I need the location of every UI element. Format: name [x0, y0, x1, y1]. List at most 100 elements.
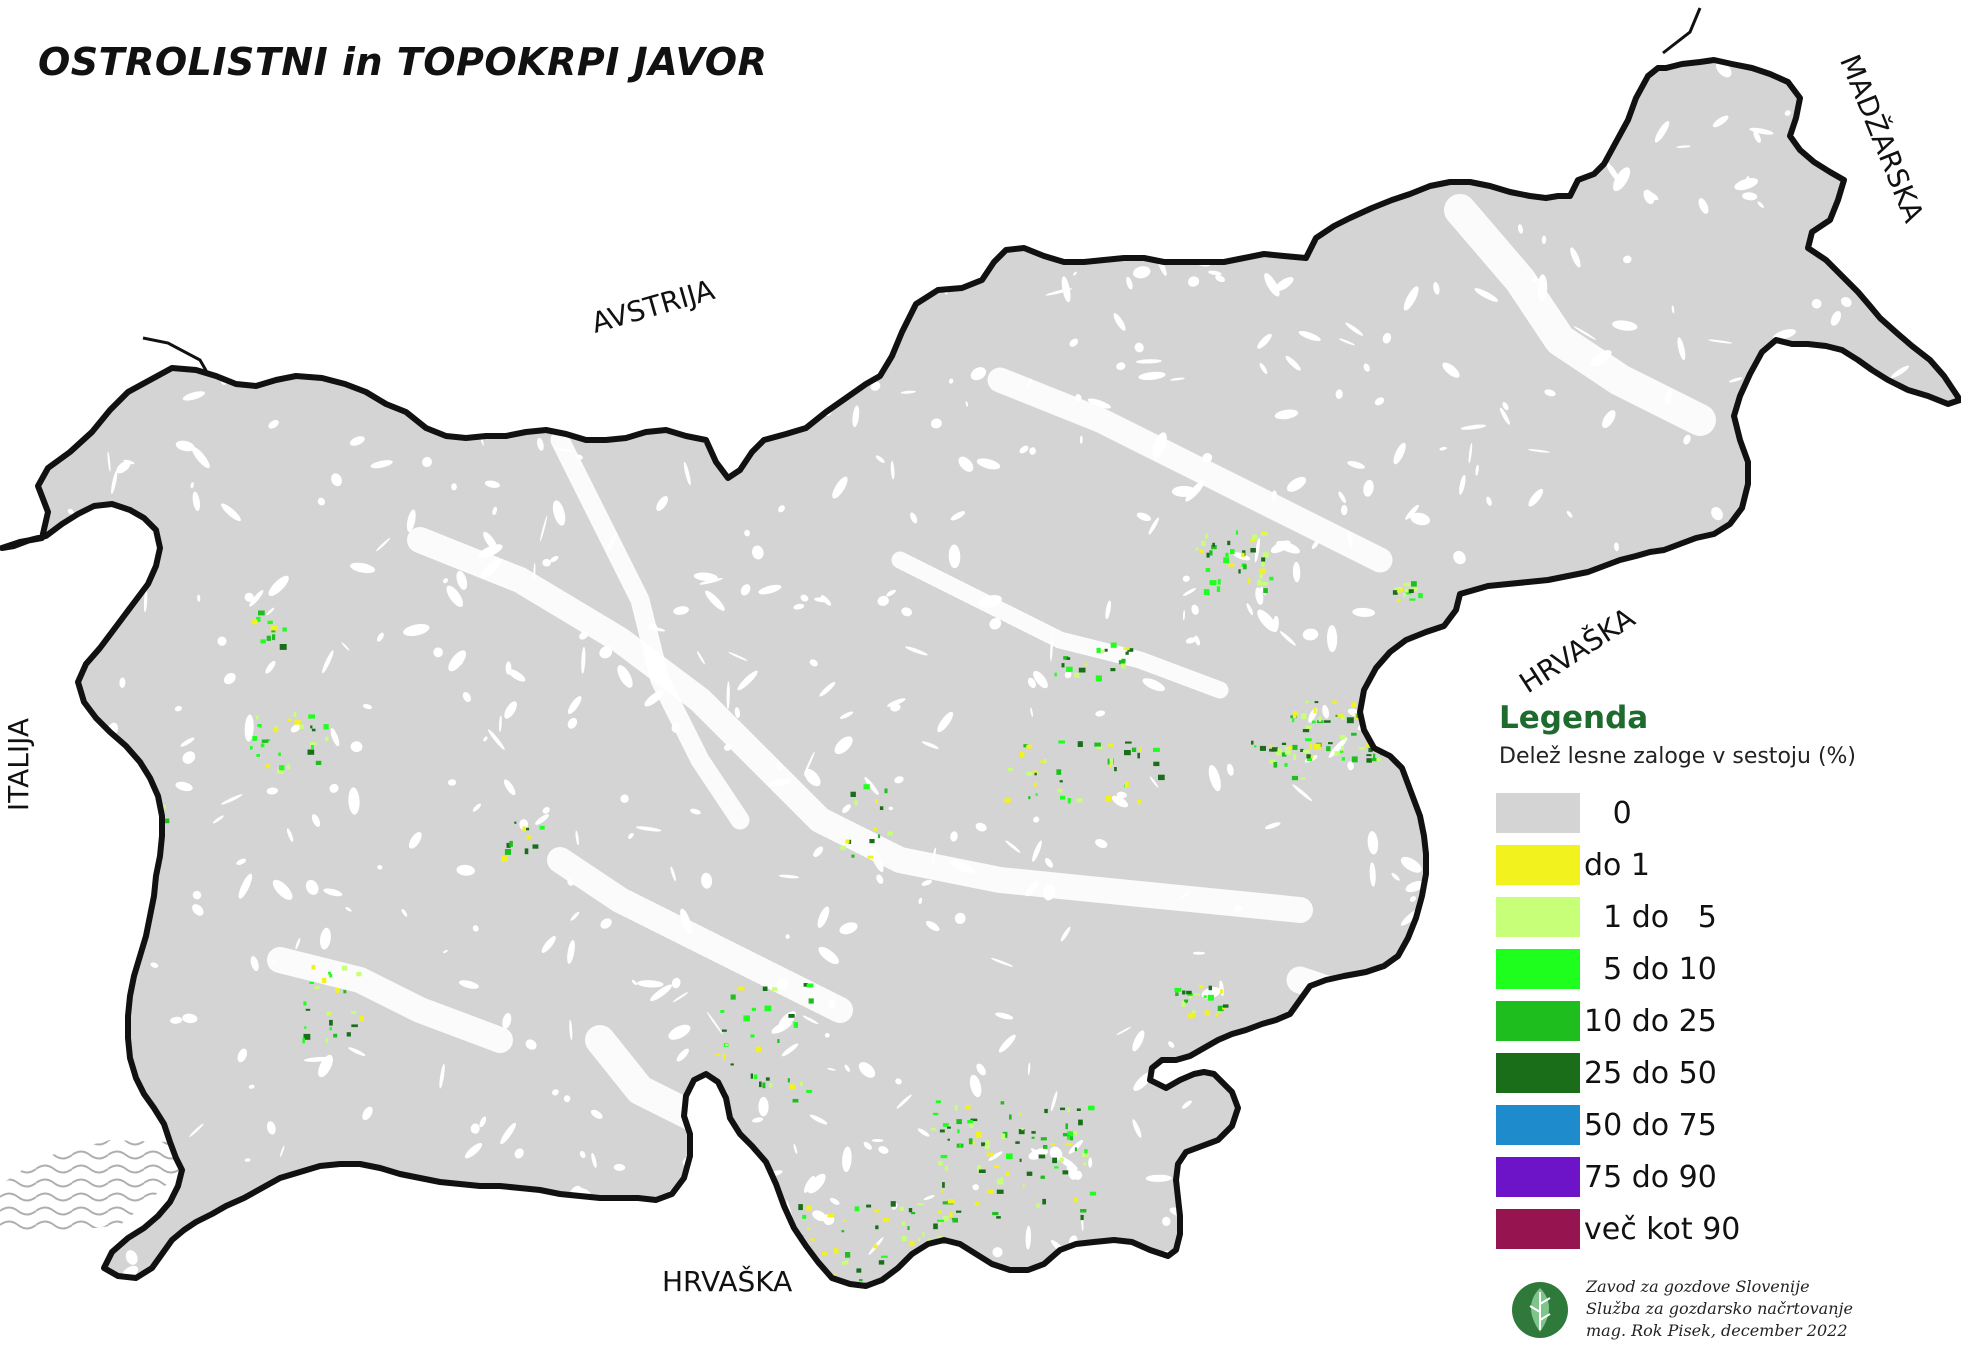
species-share-patch: [1262, 552, 1269, 558]
non-forest-patch: [38, 903, 55, 913]
non-forest-patch: [1363, 479, 1374, 497]
non-forest-patch: [1436, 1100, 1449, 1114]
non-forest-patch: [723, 743, 732, 751]
non-forest-patch: [1797, 486, 1809, 496]
non-forest-patch: [567, 717, 578, 729]
non-forest-patch: [1050, 1091, 1058, 1112]
non-forest-patch: [1834, 232, 1847, 248]
non-forest-patch: [613, 1163, 626, 1171]
non-forest-patch: [457, 659, 463, 665]
non-forest-patch: [627, 338, 632, 344]
species-share-patch: [933, 1112, 939, 1116]
legend-swatch: [1496, 897, 1580, 937]
non-forest-patch: [1570, 247, 1581, 268]
species-share-patch: [1063, 656, 1069, 660]
non-forest-patch: [861, 365, 877, 374]
species-share-patch: [1001, 1133, 1006, 1140]
non-forest-patch: [1531, 276, 1538, 283]
non-forest-patch: [969, 1270, 992, 1286]
species-share-patch: [1080, 1214, 1084, 1221]
non-forest-patch: [192, 491, 200, 511]
species-share-patch: [897, 1295, 902, 1299]
species-share-patch: [874, 1209, 879, 1213]
species-share-patch: [750, 1073, 753, 1079]
species-share-patch: [1300, 777, 1306, 780]
non-forest-patch: [125, 1250, 138, 1265]
non-forest-patch: [1274, 409, 1299, 420]
non-forest-patch: [199, 1249, 208, 1268]
non-forest-patch: [1263, 1063, 1276, 1075]
non-forest-patch: [170, 1016, 183, 1024]
species-share-patch: [819, 1272, 824, 1279]
non-forest-patch: [334, 294, 357, 315]
non-forest-patch: [552, 500, 566, 526]
species-share-patch: [845, 1252, 851, 1258]
species-share-patch: [1302, 729, 1310, 733]
species-share-patch: [1392, 590, 1398, 595]
legend-label: 5 do 10: [1584, 951, 1717, 987]
species-share-patch: [1285, 750, 1291, 755]
species-share-patch: [787, 1078, 790, 1083]
legend-swatch: [1496, 1209, 1580, 1249]
species-share-patch: [839, 1291, 845, 1294]
species-share-patch: [942, 1201, 948, 1205]
non-forest-patch: [97, 395, 107, 407]
non-forest-patch: [1270, 540, 1291, 554]
non-forest-patch: [1447, 713, 1455, 734]
non-forest-patch: [271, 959, 276, 964]
species-share-patch: [905, 1268, 912, 1273]
species-share-patch: [1323, 720, 1331, 723]
non-forest-patch: [1612, 320, 1638, 331]
species-share-patch: [147, 807, 153, 810]
legend-subtitle: Delež lesne zaloge v sestoju (%): [1499, 744, 1857, 769]
non-forest-patch: [125, 523, 138, 536]
non-forest-patch: [711, 1147, 728, 1162]
non-forest-patch: [644, 690, 664, 707]
non-forest-patch: [1095, 838, 1108, 849]
non-forest-patch: [52, 793, 58, 799]
non-forest-patch: [1431, 1225, 1443, 1250]
non-forest-patch: [1406, 652, 1413, 673]
legend-label: 25 do 50: [1584, 1055, 1717, 1091]
non-forest-patch: [769, 177, 777, 182]
non-forest-patch: [950, 511, 966, 521]
species-share-patch: [138, 791, 142, 798]
species-share-patch: [293, 712, 297, 717]
species-share-patch: [1220, 989, 1224, 994]
non-forest-patch: [697, 651, 705, 665]
non-forest-patch: [1274, 147, 1289, 162]
non-forest-patch: [839, 711, 854, 719]
non-forest-patch: [1162, 1216, 1171, 1226]
non-forest-patch: [440, 83, 464, 102]
species-share-patch: [1102, 649, 1105, 654]
non-forest-patch: [370, 460, 393, 469]
species-share-patch: [751, 1007, 756, 1011]
non-forest-patch: [30, 157, 42, 165]
species-share-patch: [758, 1312, 764, 1314]
species-share-patch: [1326, 746, 1331, 752]
non-forest-patch: [332, 1257, 340, 1277]
species-share-patch: [743, 1015, 750, 1022]
non-forest-patch: [542, 806, 550, 814]
map-title: OSTROLISTNI in TOPOKRPI JAVOR: [38, 40, 768, 84]
species-share-patch: [1188, 1013, 1196, 1017]
non-forest-patch: [693, 572, 718, 582]
non-forest-patch: [646, 109, 661, 117]
species-share-patch: [867, 855, 874, 859]
species-share-patch: [1281, 742, 1287, 745]
non-forest-patch: [699, 577, 723, 585]
non-forest-patch: [535, 814, 549, 825]
species-share-patch: [866, 1204, 872, 1208]
species-share-patch: [351, 1024, 358, 1028]
non-forest-patch: [1116, 791, 1127, 799]
non-forest-patch: [1442, 362, 1460, 378]
species-share-patch: [1123, 647, 1130, 650]
non-forest-patch: [1584, 77, 1599, 86]
non-forest-patch: [505, 661, 512, 675]
species-share-patch: [1261, 581, 1268, 586]
non-forest-patch: [192, 890, 202, 900]
non-forest-patch: [96, 784, 108, 793]
species-share-patch: [750, 1034, 755, 1038]
austria-italy-border-stub: [142, 336, 210, 375]
species-share-patch: [303, 1033, 311, 1040]
